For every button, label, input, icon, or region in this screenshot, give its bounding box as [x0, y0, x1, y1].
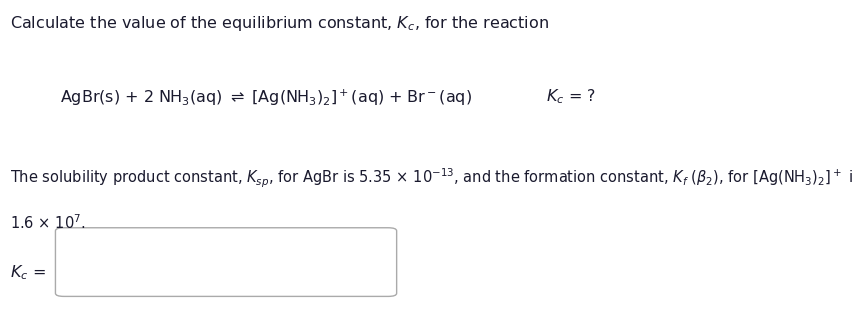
Text: $K_c$ = ?: $K_c$ = ?	[545, 87, 596, 106]
Text: $K_c$ =: $K_c$ =	[10, 264, 46, 282]
Text: Calculate the value of the equilibrium constant, $K_c$, for the reaction: Calculate the value of the equilibrium c…	[10, 14, 549, 33]
Text: 1.6 × 10$^7$.: 1.6 × 10$^7$.	[10, 214, 86, 232]
Text: AgBr(s) + 2 NH$_3$(aq) $\rightleftharpoons$ [Ag(NH$_3$)$_2$]$^+$(aq) + Br$^-$(aq: AgBr(s) + 2 NH$_3$(aq) $\rightleftharpoo…	[60, 87, 471, 108]
FancyBboxPatch shape	[55, 228, 396, 296]
Text: The solubility product constant, $K_{sp}$, for AgBr is 5.35 × 10$^{-13}$, and th: The solubility product constant, $K_{sp}…	[10, 167, 852, 190]
